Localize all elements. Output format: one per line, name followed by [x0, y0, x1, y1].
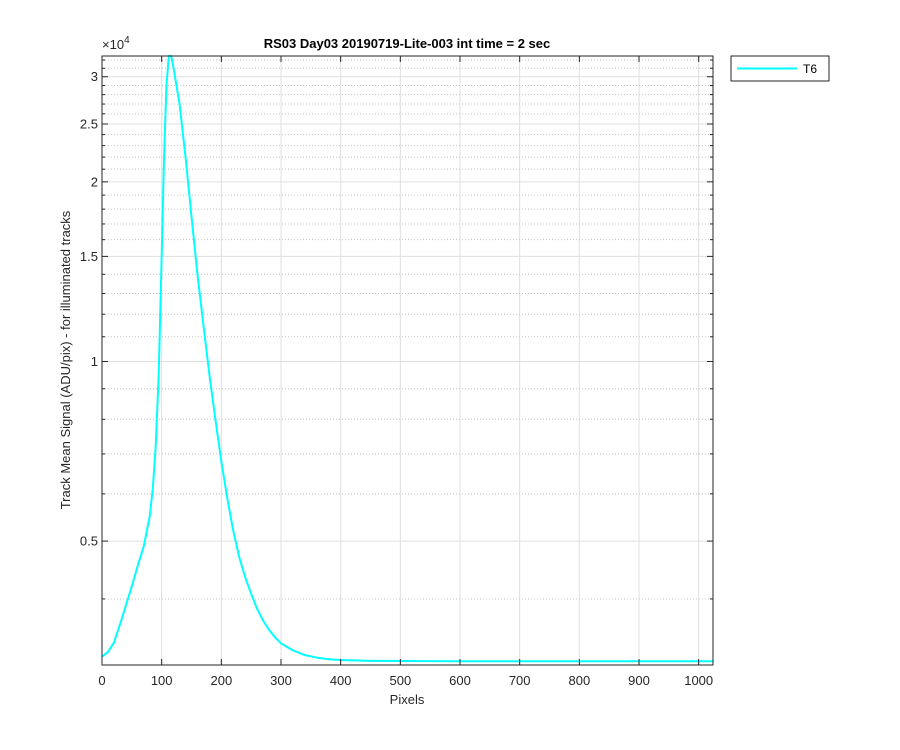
- y-exponent-base: ×10: [102, 37, 124, 52]
- ticks: 0 100 200 300 400 500 600 700 800 900 1000 0.5 1 1.5 2…: [80, 56, 713, 688]
- x-axis-label: Pixels: [390, 692, 425, 707]
- axes-box: [101, 55, 714, 666]
- x-tick-label: 100: [151, 673, 173, 688]
- y-tick-label: 1: [91, 354, 98, 369]
- y-axis-label: Track Mean Signal (ADU/pix) - for illumi…: [58, 210, 73, 509]
- legend-label-t6: T6: [803, 62, 817, 76]
- x-tick-label: 700: [509, 673, 531, 688]
- x-tick-label: 300: [270, 673, 292, 688]
- x-tick-label: 800: [568, 673, 590, 688]
- y-tick-label: 1.5: [80, 249, 98, 264]
- grid: [101, 56, 713, 665]
- y-tick-label: 2.5: [80, 116, 98, 131]
- x-tick-label: 500: [389, 673, 411, 688]
- y-exponent-label: ×104: [102, 35, 130, 52]
- y-exponent-power: 4: [124, 35, 130, 46]
- x-tick-label: 1000: [684, 673, 713, 688]
- x-tick-label: 200: [210, 673, 232, 688]
- x-tick-label: 400: [330, 673, 352, 688]
- y-tick-label: 0.5: [80, 534, 98, 549]
- y-tick-label: 3: [91, 69, 98, 84]
- y-tick-label: 2: [91, 174, 98, 189]
- chart-title: RS03 Day03 20190719-Lite-003 int time = …: [264, 36, 551, 51]
- x-tick-label: 900: [628, 673, 650, 688]
- legend: T6: [730, 55, 830, 82]
- plot-area: [102, 56, 713, 665]
- axes: [101, 55, 714, 666]
- x-tick-label: 600: [449, 673, 471, 688]
- x-tick-label: 0: [98, 673, 105, 688]
